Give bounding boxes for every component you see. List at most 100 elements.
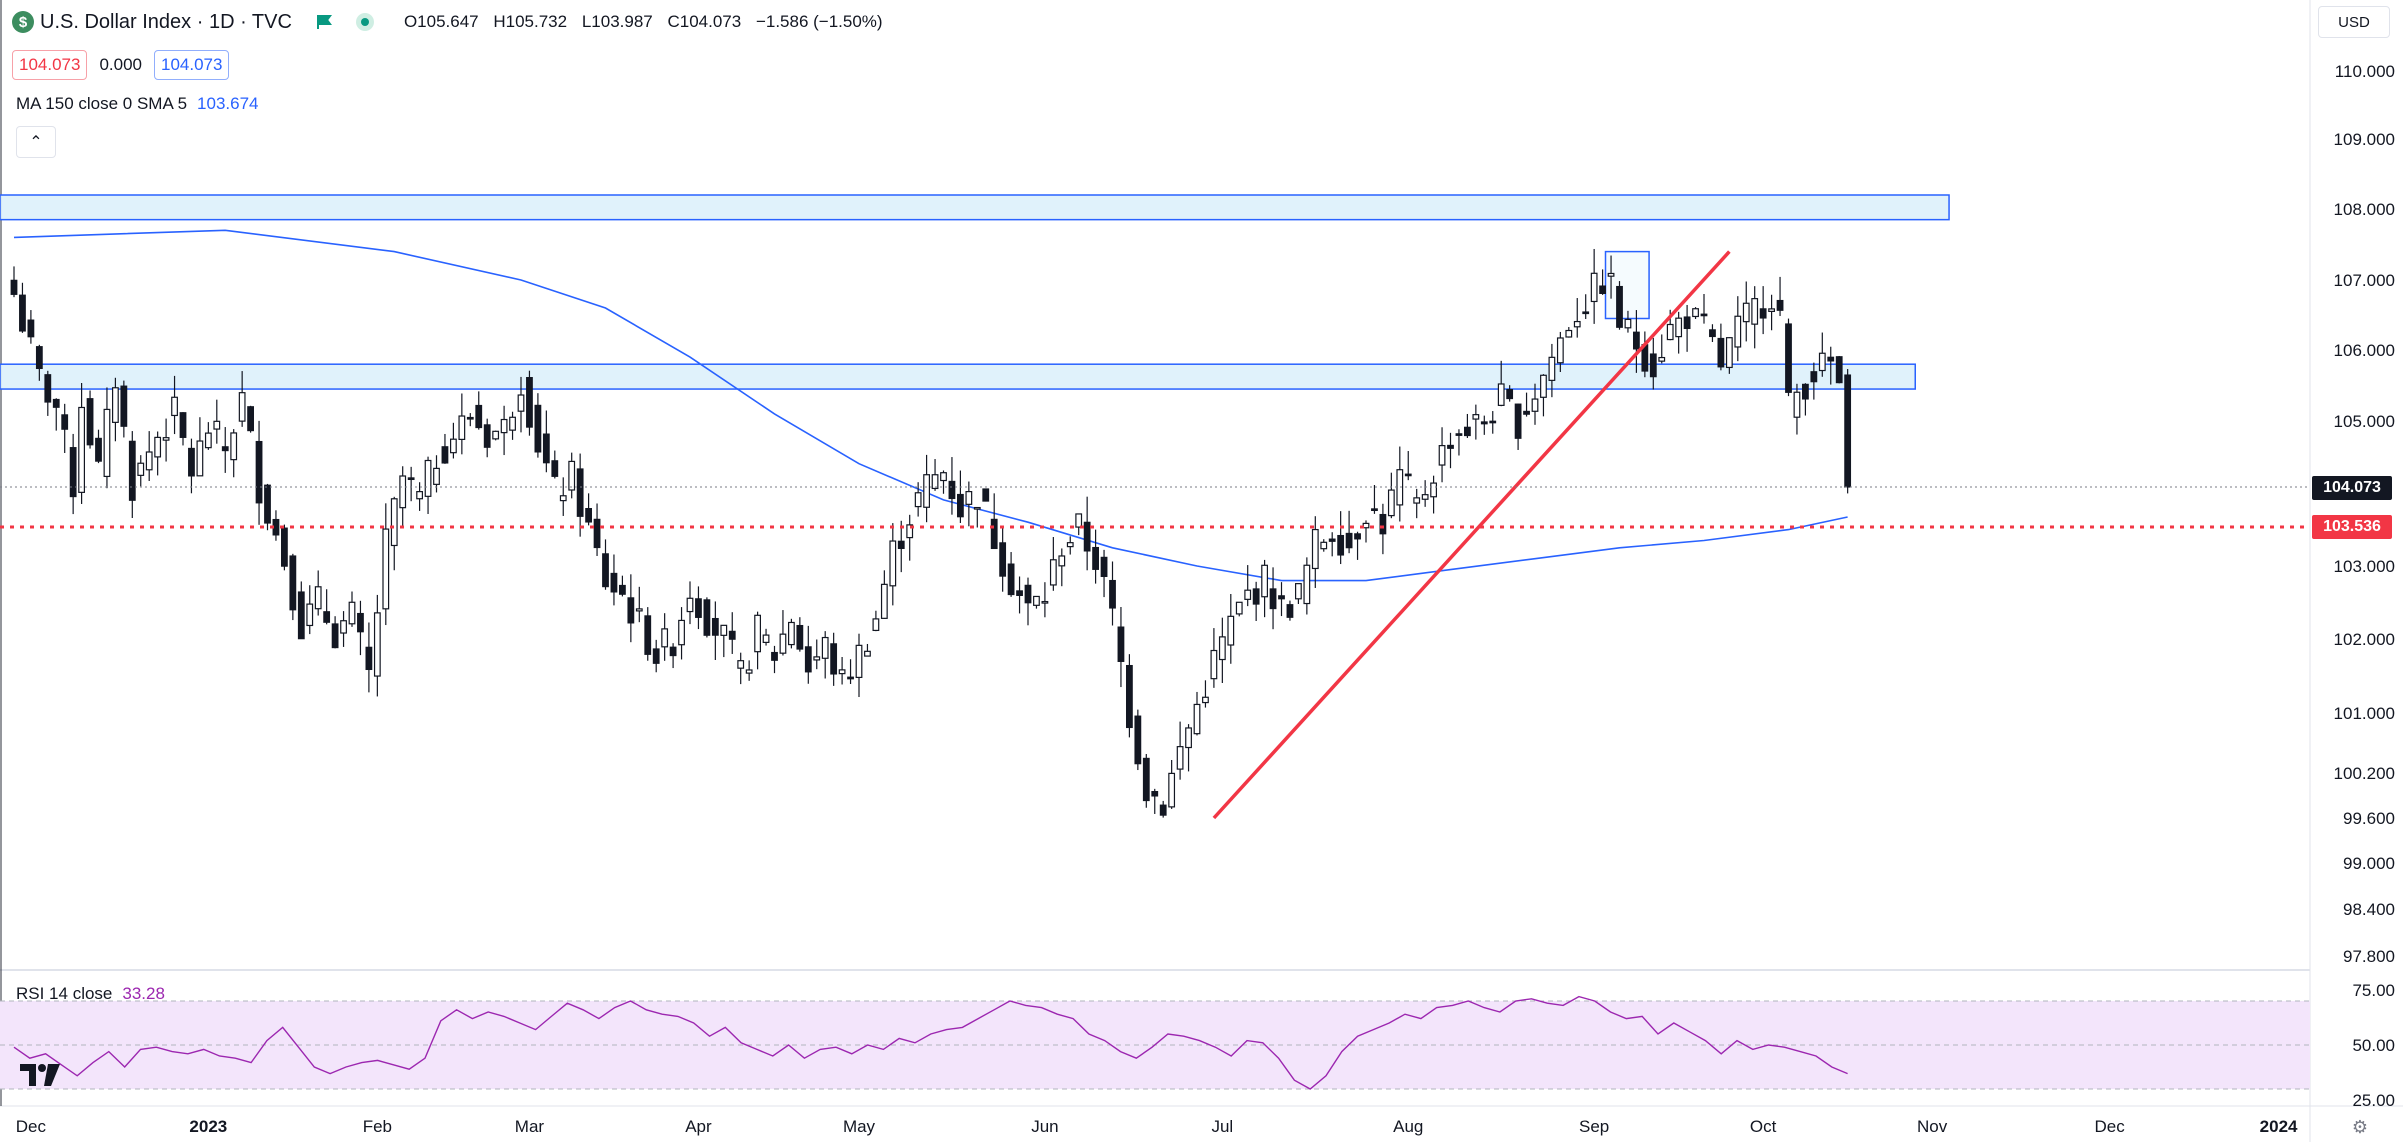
candle	[154, 436, 162, 458]
candle	[306, 603, 314, 627]
buy-price-button[interactable]: 104.073	[154, 50, 230, 80]
candle	[103, 408, 111, 478]
sr-zone-0	[0, 194, 1950, 221]
candle	[1683, 316, 1691, 330]
time-axis-label: Mar	[515, 1117, 545, 1136]
price-axis-label: 107.000	[2334, 271, 2395, 290]
candle	[559, 495, 567, 502]
flag-icon[interactable]	[316, 14, 332, 30]
spread-value: 0.000	[99, 55, 142, 74]
candle	[754, 614, 761, 653]
candle	[1430, 482, 1438, 498]
candle	[179, 412, 187, 438]
candle	[1193, 703, 1201, 735]
candle	[297, 591, 305, 640]
candle	[314, 586, 322, 610]
candle	[1759, 308, 1767, 319]
candle	[526, 377, 533, 428]
candle	[162, 437, 170, 441]
time-axis-label: Oct	[1750, 1117, 1777, 1136]
candle	[1007, 563, 1015, 596]
currency-selector[interactable]: USD	[2318, 6, 2390, 38]
candle	[111, 387, 119, 423]
candle	[433, 467, 440, 485]
candle	[923, 474, 930, 508]
candle	[796, 624, 804, 650]
candle	[931, 474, 939, 490]
candle	[542, 433, 550, 464]
time-axis-label: Dec	[16, 1117, 47, 1136]
ma-label: MA 150 close 0 SMA 5	[16, 94, 188, 113]
price-axis-label: 105.000	[2334, 412, 2395, 431]
candle	[644, 615, 652, 655]
candle	[1835, 356, 1843, 384]
price-axis-label: 98.400	[2343, 900, 2395, 919]
candle	[1725, 337, 1733, 369]
candle	[855, 644, 863, 679]
candle	[948, 480, 956, 500]
candle	[255, 440, 263, 504]
price-axis-label: 109.000	[2334, 130, 2395, 149]
price-axis-label: 108.000	[2334, 200, 2395, 219]
rsi-legend[interactable]: RSI 14 close 33.28	[16, 984, 165, 1004]
candle	[1717, 337, 1725, 368]
candle	[1345, 532, 1353, 549]
collapse-legend-button[interactable]: ⌃	[16, 126, 56, 158]
candle	[1666, 323, 1674, 341]
candle	[171, 396, 178, 417]
candle	[145, 451, 153, 471]
candle	[999, 542, 1007, 577]
candle	[1218, 636, 1226, 661]
candle	[1235, 601, 1243, 615]
time-axis-label: Jun	[1031, 1117, 1058, 1136]
price-axis-label: 97.800	[2343, 947, 2395, 966]
candle	[373, 612, 381, 677]
level-price-tag: 103.536	[2312, 515, 2392, 539]
candle	[1531, 398, 1539, 412]
candle	[1582, 311, 1590, 315]
candle	[1590, 272, 1598, 303]
symbol-title[interactable]: U.S. Dollar Index · 1D · TVC	[40, 10, 292, 33]
candle	[627, 597, 635, 624]
candle	[340, 620, 347, 634]
candle	[1692, 308, 1699, 318]
candle	[906, 524, 914, 539]
candle	[120, 385, 128, 427]
close-value: C104.073	[667, 12, 742, 31]
candle	[1244, 589, 1252, 600]
candle	[483, 424, 491, 448]
candle	[635, 608, 643, 612]
candle	[1565, 329, 1573, 338]
symbol-legend: $ U.S. Dollar Index · 1D · TVC O105.647 …	[12, 10, 893, 34]
candle	[407, 477, 415, 481]
candle	[1185, 727, 1192, 749]
currency-label: USD	[2338, 13, 2370, 31]
candle	[838, 669, 846, 675]
price-axis-label: 101.000	[2334, 704, 2395, 723]
candle	[1354, 533, 1361, 540]
rsi-axis-label: 75.00	[2352, 981, 2395, 1000]
candle	[95, 437, 102, 462]
candle	[610, 572, 618, 593]
candle	[509, 416, 516, 431]
price-axis-label: 110.000	[2335, 62, 2395, 81]
candle	[1463, 426, 1471, 437]
time-axis-label: Feb	[363, 1117, 392, 1136]
sr-zone-2	[1604, 250, 1650, 320]
high-value: H105.732	[493, 12, 568, 31]
candle	[365, 646, 373, 671]
settings-gear-icon[interactable]: ⚙	[2351, 1117, 2369, 1137]
candle	[1320, 541, 1328, 550]
candle	[1278, 595, 1285, 600]
candle	[500, 418, 508, 434]
ma-legend[interactable]: MA 150 close 0 SMA 5 103.674	[16, 94, 259, 114]
price-axis-label: 99.600	[2343, 809, 2395, 828]
candle	[35, 346, 43, 370]
candle	[1311, 528, 1319, 570]
sell-price-button[interactable]: 104.073	[12, 50, 88, 80]
candle	[1337, 534, 1345, 556]
candle	[821, 636, 829, 659]
market-open-icon	[355, 13, 374, 31]
candle	[593, 518, 601, 549]
